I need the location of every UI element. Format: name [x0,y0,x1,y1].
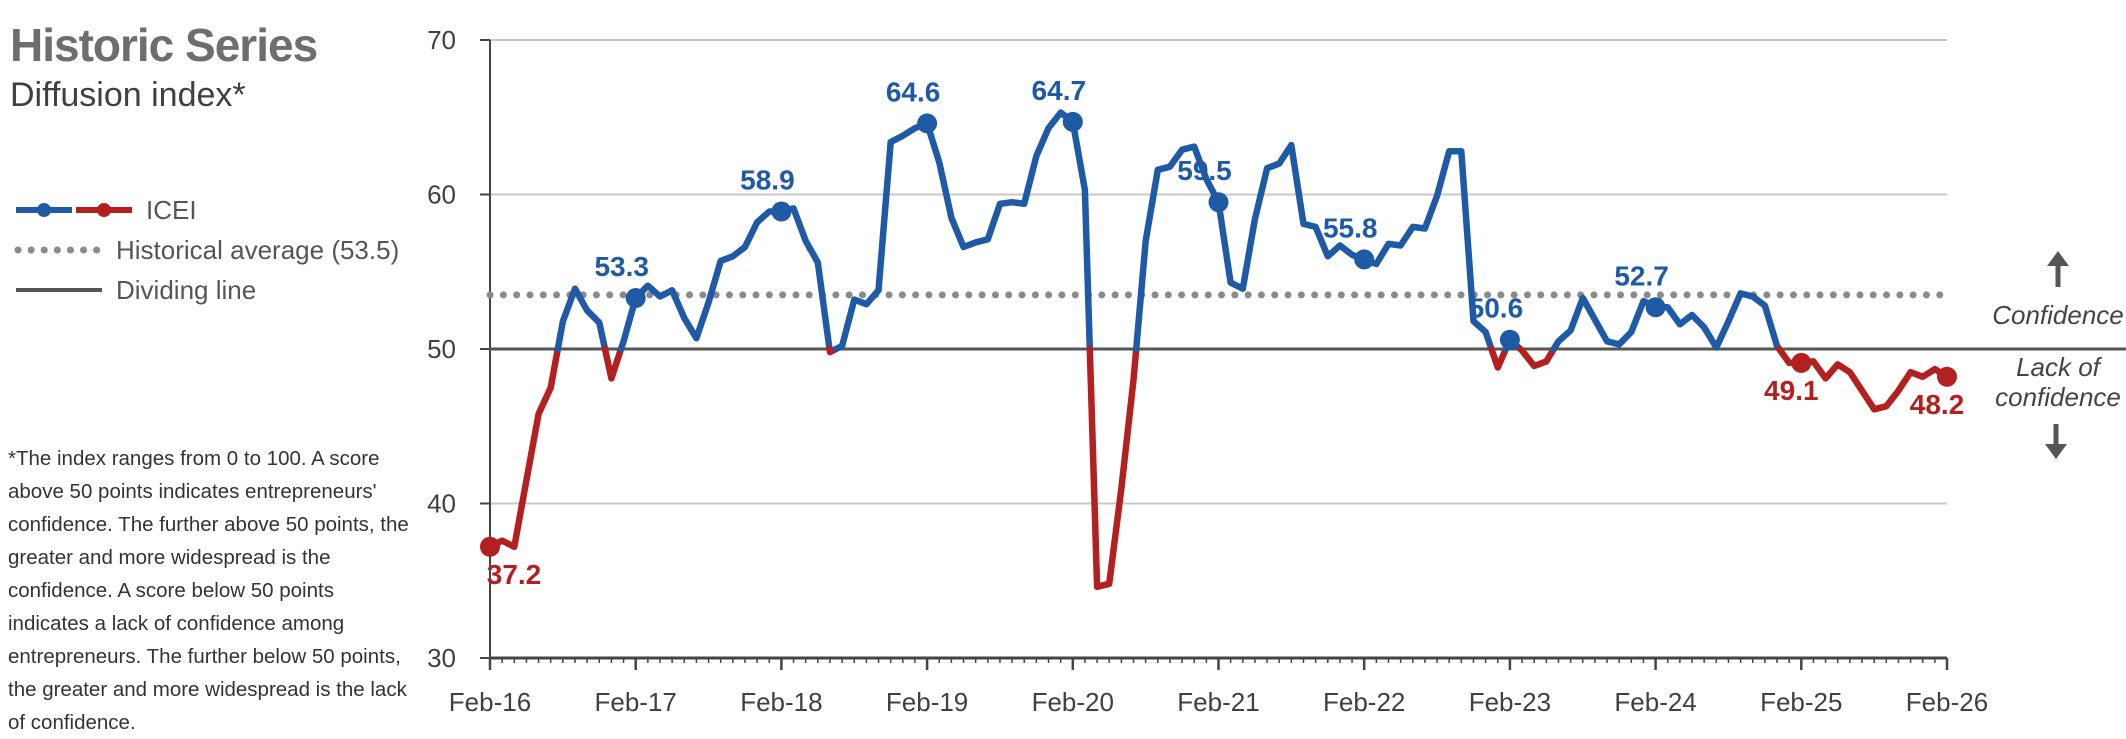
x-tick-label: Feb-25 [1760,687,1842,717]
data-label: 50.6 [1469,293,1524,324]
series-line-below [1488,345,1510,371]
y-tick-label-40: 40 [427,489,456,519]
x-tick-label: Feb-19 [886,687,968,717]
data-point [1499,329,1520,350]
lack-label-line2: confidence [1995,382,2121,412]
confidence-label: Confidence [1992,300,2124,330]
chart-title: Historic Series [10,19,318,71]
data-label: 52.7 [1614,260,1669,291]
data-label: 64.7 [1032,75,1087,106]
x-tick-label: Feb-16 [449,687,531,717]
legend-label-icei: ICEI [146,194,197,225]
series-line-below [486,345,562,551]
data-label: 49.1 [1764,375,1819,406]
legend-dividing-swatch [16,288,102,292]
data-label: 59.5 [1177,155,1232,186]
legend-average-swatch [14,246,104,254]
y-tick-label-60: 60 [427,180,456,210]
series-line-above [1550,290,1783,353]
data-point [625,288,646,309]
up-arrow-icon [2047,251,2069,287]
series-line-below [1086,345,1140,591]
x-tick-label: Feb-22 [1323,687,1405,717]
series-line-above [617,205,833,353]
series-line-above [1132,141,1495,353]
series-icei [486,109,1951,591]
data-label: 64.6 [886,76,941,107]
legend-label-average: Historical average (53.5) [116,234,400,265]
data-point [480,536,500,557]
legend-label-dividing: Dividing line [116,274,257,305]
down-arrow-icon [2045,424,2067,459]
data-point [1354,249,1375,270]
data-point [1645,297,1666,318]
x-tick-label: Feb-20 [1032,687,1114,717]
data-label: 48.2 [1910,389,1965,420]
x-tick-label: Feb-26 [1906,687,1988,717]
y-tick-label-50: 50 [427,334,456,364]
side-annotations: Confidence Lack of confidence [1992,251,2124,459]
chart-subtitle: Diffusion index* [10,76,246,114]
x-tick-label: Feb-24 [1614,687,1696,717]
legend-item-icei: ICEI [14,190,399,230]
y-tick-label-70: 70 [427,25,456,55]
x-tick-label: Feb-23 [1469,687,1551,717]
legend-item-dividing: Dividing line [14,270,399,310]
legend-item-average: Historical average (53.5) [14,230,399,270]
x-tick-label: Feb-17 [595,687,677,717]
x-tick-label: Feb-18 [740,687,822,717]
footnote: *The index ranges from 0 to 100. A score… [8,447,409,734]
data-point [771,201,792,222]
series-line-above [832,109,1094,353]
legend: ICEI Historical average (53.5) Dividing … [14,190,399,310]
data-label: 37.2 [487,559,542,590]
data-point [1208,192,1229,213]
data-labels: 37.2 53.3 58.9 64.6 64.7 59.5 55.8 50.6 52.7 49.1… [480,75,1964,590]
series-line-below [1517,345,1558,370]
y-tick-label-30: 30 [427,643,456,673]
x-tick-label: Feb-21 [1177,687,1259,717]
legend-icei-swatch [16,203,132,217]
gridlines [490,39,1947,505]
data-point [1062,111,1083,132]
data-point [1791,352,1812,373]
data-point [917,113,938,134]
series-line-above [554,285,609,353]
data-label: 58.9 [740,164,795,195]
series-line-below [601,345,625,382]
data-label: 55.8 [1323,212,1378,243]
axes: 30 40 50 60 70 Feb-16 Feb-17 Feb-18 Feb-19 Feb-20… [427,25,2126,717]
lack-label-line1: Lack of [2016,352,2103,382]
data-point [1937,366,1957,387]
data-label: 53.3 [594,251,649,282]
